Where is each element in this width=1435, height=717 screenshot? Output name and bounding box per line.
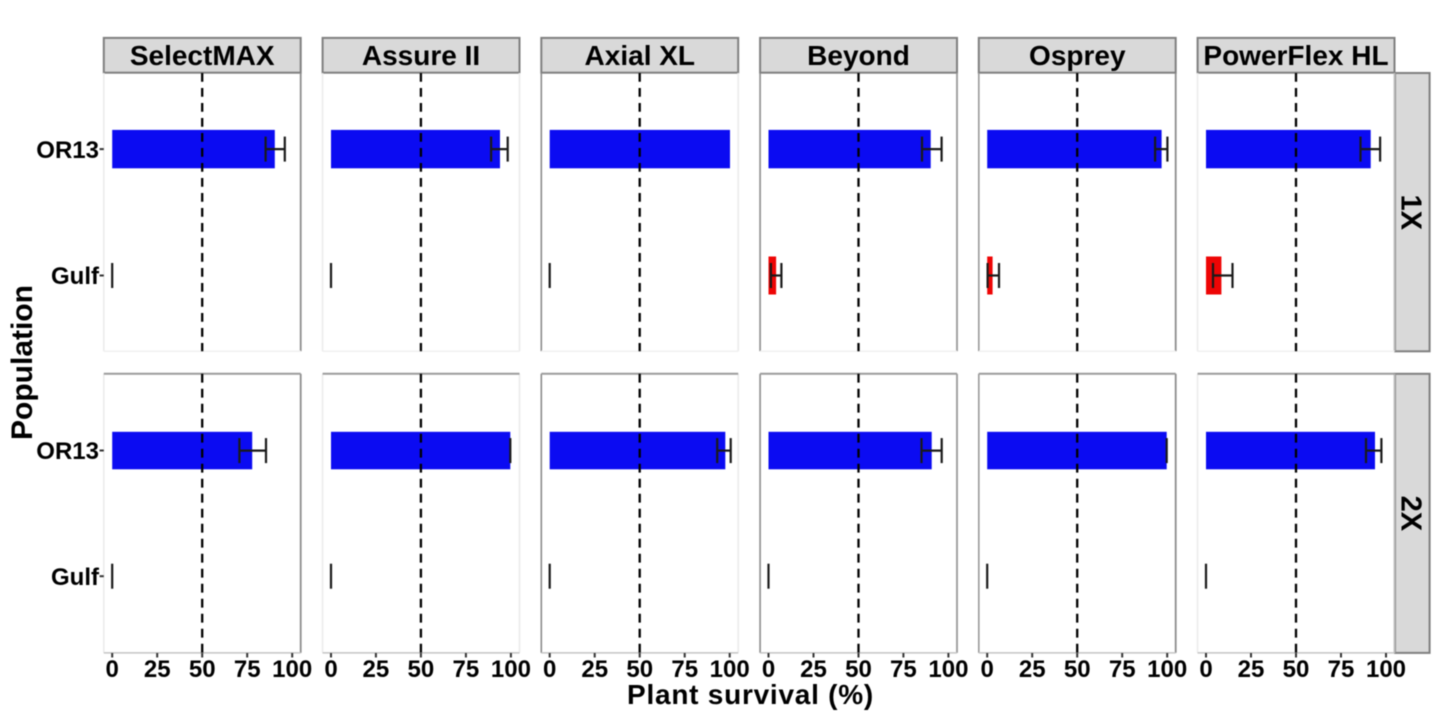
svg-text:100: 100: [710, 656, 750, 683]
svg-text:50: 50: [189, 656, 216, 683]
svg-text:25: 25: [581, 656, 608, 683]
svg-text:2X: 2X: [1395, 496, 1427, 532]
svg-text:50: 50: [408, 656, 435, 683]
svg-text:100: 100: [491, 656, 531, 683]
svg-text:50: 50: [1064, 656, 1091, 683]
svg-text:25: 25: [1019, 656, 1046, 683]
svg-text:Gulf: Gulf: [51, 263, 100, 290]
svg-text:50: 50: [845, 656, 872, 683]
svg-text:100: 100: [928, 656, 968, 683]
svg-text:0: 0: [762, 656, 775, 683]
svg-text:OR13: OR13: [36, 137, 99, 164]
svg-text:Assure II: Assure II: [362, 40, 480, 71]
svg-text:50: 50: [626, 656, 653, 683]
svg-text:Osprey: Osprey: [1029, 40, 1126, 71]
svg-text:Beyond: Beyond: [807, 40, 910, 71]
svg-text:0: 0: [1199, 656, 1212, 683]
svg-text:25: 25: [1238, 656, 1265, 683]
svg-text:Axial XL: Axial XL: [585, 40, 695, 71]
svg-text:25: 25: [800, 656, 827, 683]
svg-text:Gulf: Gulf: [51, 564, 100, 591]
svg-text:0: 0: [106, 656, 119, 683]
svg-text:0: 0: [324, 656, 337, 683]
svg-text:100: 100: [272, 656, 312, 683]
svg-text:OR13: OR13: [36, 438, 99, 465]
svg-text:100: 100: [1147, 656, 1187, 683]
svg-text:PowerFlex HL: PowerFlex HL: [1203, 40, 1388, 71]
svg-text:Population: Population: [6, 285, 39, 440]
svg-text:75: 75: [234, 656, 261, 683]
svg-text:1X: 1X: [1395, 194, 1427, 230]
svg-text:SelectMAX: SelectMAX: [130, 40, 275, 71]
svg-text:75: 75: [453, 656, 480, 683]
svg-text:100: 100: [1366, 656, 1406, 683]
svg-text:75: 75: [1109, 656, 1136, 683]
svg-text:Plant survival (%): Plant survival (%): [627, 679, 874, 710]
svg-text:0: 0: [981, 656, 994, 683]
svg-text:25: 25: [144, 656, 171, 683]
svg-text:75: 75: [671, 656, 698, 683]
svg-text:75: 75: [890, 656, 917, 683]
svg-text:50: 50: [1283, 656, 1310, 683]
svg-text:75: 75: [1328, 656, 1355, 683]
svg-text:0: 0: [543, 656, 556, 683]
svg-text:25: 25: [363, 656, 390, 683]
